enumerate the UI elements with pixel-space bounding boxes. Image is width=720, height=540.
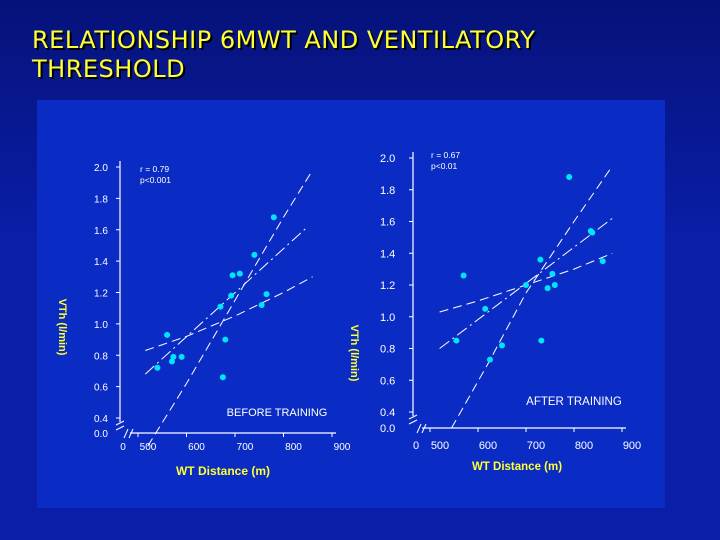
figure-panel: 0.0 0.4 0.6 0.8 1.0 1.2 1.4 1.6 1.8 2.0 0 500 600 700… (37, 100, 665, 508)
right-data-point (487, 356, 493, 363)
right-panel: 0.0 0.4 0.6 0.8 1.0 1.2 1.4 1.6 1.8 2.0 0 500 600 700… (348, 150, 641, 473)
left-y-tick-label: 1.6 (94, 226, 108, 237)
left-annotation: BEFORE TRAINING (227, 407, 328, 419)
right-x-tick-label: 500 (431, 440, 449, 452)
right-y-axis-label: VTh (l/min) (348, 325, 360, 382)
left-x-tick-label: 700 (237, 442, 254, 453)
right-x-axis-label: WT Distance (m) (472, 461, 562, 473)
slide-title-line-2: THRESHOLD (32, 55, 186, 83)
right-x-tick-label: 600 (479, 440, 497, 452)
left-y-axis-break (115, 420, 125, 426)
right-data-point (544, 285, 551, 292)
right-y-tick-label: 2.0 (380, 153, 395, 165)
left-confidence-band-upper (147, 169, 314, 447)
left-x-axis-break (123, 428, 129, 439)
right-x-tick-label: 900 (623, 440, 641, 452)
left-data-point (170, 353, 177, 360)
right-data-point (537, 256, 544, 263)
right-y-tick-label: 1.0 (380, 312, 395, 324)
right-stat-label: p<0.01 (431, 161, 458, 171)
left-y-tick-label: 0.4 (94, 414, 108, 425)
left-x-tick-label: 900 (334, 442, 351, 453)
left-y-tick-label: 0.8 (94, 351, 108, 362)
left-x-axis-label: WT Distance (m) (176, 464, 270, 478)
right-x-axis-break (421, 423, 427, 434)
left-x-tick-label: 600 (188, 442, 205, 453)
left-y-tick-label: 1.4 (94, 257, 108, 268)
left-data-point (263, 291, 270, 298)
right-data-point (599, 258, 606, 265)
right-data-point (551, 282, 558, 288)
left-x-tick-label: 0 (120, 442, 126, 453)
right-regression-line (439, 217, 613, 349)
right-y-tick-label: 1.8 (380, 185, 395, 197)
left-y-tick-label: 0.6 (94, 383, 108, 394)
slide-title-line-1: RELATIONSHIP 6MWT AND VENTILATORY (32, 26, 536, 54)
right-y-axis-break (408, 419, 418, 425)
left-panel: 0.0 0.4 0.6 0.8 1.0 1.2 1.4 1.6 1.8 2.0 0 500 600 700… (56, 161, 351, 478)
left-y-tick-label: 2.0 (94, 163, 108, 174)
left-data-point (270, 214, 277, 221)
right-data-point (499, 342, 505, 349)
left-y-tick-label: 1.2 (94, 289, 108, 300)
scatter-figure: 0.0 0.4 0.6 0.8 1.0 1.2 1.4 1.6 1.8 2.0 0 500 600 700… (56, 150, 641, 478)
right-data-point (538, 337, 545, 344)
right-stat-label: r = 0.67 (431, 150, 460, 160)
right-x-tick-label: 800 (575, 440, 593, 452)
left-y-tick-label: 1.8 (94, 194, 108, 205)
left-data-point (236, 270, 243, 277)
left-x-tick-label: 500 (140, 442, 157, 453)
right-confidence-band-upper (451, 165, 613, 429)
right-y-tick-label: 0.6 (380, 375, 395, 387)
right-x-axis-break (416, 423, 422, 434)
left-y-tick-label: 0.0 (94, 429, 108, 440)
right-y-tick-label: 1.6 (380, 217, 395, 229)
slide-title: RELATIONSHIP 6MWT AND VENTILATORY THRESH… (32, 26, 692, 84)
left-stat-label: r = 0.79 (140, 164, 169, 174)
right-x-tick-label: 700 (527, 440, 545, 452)
left-data-point (258, 302, 265, 309)
left-data-point (251, 251, 258, 258)
left-data-point (219, 374, 226, 381)
left-y-axis-label: VTh (l/min) (56, 299, 68, 356)
left-data-point (217, 303, 224, 310)
right-y-tick-label: 1.2 (380, 280, 395, 292)
left-y-axis-break (115, 425, 125, 431)
left-regression-line (144, 226, 309, 375)
right-y-axis-break (408, 414, 418, 420)
left-data-point (154, 364, 161, 371)
right-x-tick-label: 0 (413, 440, 419, 452)
left-stat-label: p<0.001 (140, 175, 171, 185)
left-data-point (229, 272, 236, 279)
right-y-tick-label: 0.4 (380, 407, 395, 419)
left-data-point (178, 353, 185, 360)
left-data-point (228, 292, 235, 299)
right-data-point (549, 270, 556, 277)
left-data-point (222, 336, 229, 343)
right-data-point (566, 174, 573, 181)
right-y-tick-label: 0.0 (380, 423, 395, 435)
right-data-point (453, 337, 460, 344)
left-data-point (164, 331, 171, 338)
right-data-point (589, 229, 596, 236)
right-data-point (482, 305, 489, 312)
right-annotation: AFTER TRAINING (526, 396, 622, 408)
right-data-point (460, 272, 467, 279)
right-y-tick-label: 0.8 (380, 344, 395, 356)
right-data-point (523, 282, 529, 288)
right-y-tick-label: 1.4 (380, 248, 395, 260)
left-confidence-band-lower (145, 276, 313, 351)
left-data-point (168, 358, 175, 365)
left-y-tick-label: 1.0 (94, 320, 108, 331)
left-x-tick-label: 800 (285, 442, 302, 453)
left-x-axis-break (128, 428, 134, 439)
